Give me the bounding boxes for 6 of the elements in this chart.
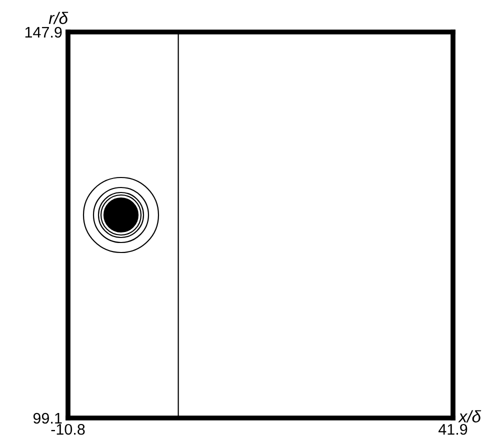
y-axis-title: r/δ <box>48 12 68 24</box>
x-axis-title: x/δ <box>458 410 482 422</box>
x-tick-label: 41.9 <box>438 424 468 435</box>
x-tick-label: -10.8 <box>51 424 85 435</box>
y-tick-label: 147.9 <box>25 26 62 38</box>
y-tick-label: 99.1 <box>33 412 62 424</box>
